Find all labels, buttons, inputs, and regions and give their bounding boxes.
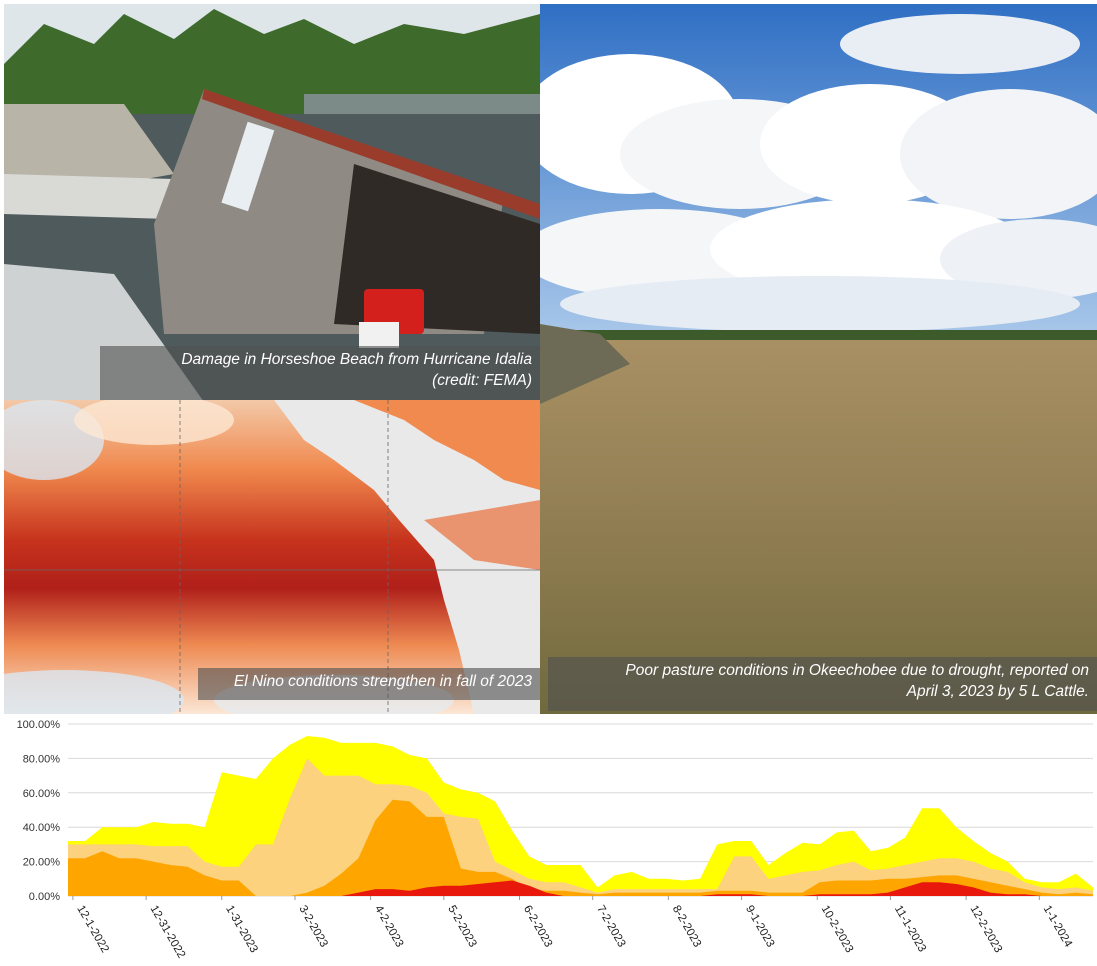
pasture-caption-line1: Poor pasture conditions in Okeechobee du…: [625, 662, 1089, 679]
el-nino-caption-text: El Nino conditions strengthen in fall of…: [233, 673, 532, 690]
el-nino-caption: El Nino conditions strengthen in fall of…: [198, 668, 540, 700]
x-tick-label: 4-2-2023: [372, 904, 405, 950]
sea-surface-temperature-map: [4, 400, 540, 714]
x-tick-label: 6-2-2023: [521, 904, 554, 950]
x-tick-label: 10-2-2023: [819, 904, 856, 955]
x-tick-label: 12-1-2022: [74, 904, 111, 955]
el-nino-sst-map: El Nino conditions strengthen in fall of…: [4, 400, 540, 714]
series-area-3: [68, 880, 1093, 896]
pasture-caption: Poor pasture conditions in Okeechobee du…: [548, 657, 1097, 711]
hurricane-damage-image: [4, 4, 540, 402]
series-area-2: [68, 799, 1093, 896]
x-tick-label: 12-2-2023: [967, 904, 1004, 955]
x-tick-label: 11-1-2023: [892, 904, 928, 955]
x-tick-label: 3-2-2023: [296, 904, 329, 950]
x-tick-label: 7-2-2023: [594, 904, 627, 950]
y-tick-label: 20.00%: [23, 857, 61, 869]
x-tick-label: 5-2-2023: [445, 904, 478, 950]
x-tick-label: 8-2-2023: [670, 904, 703, 950]
x-tick-label: 12-31-2022: [147, 904, 187, 961]
pasture-drought-image: [540, 4, 1097, 714]
drought-chart-svg: 0.00% 20.00% 40.00% 60.00% 80.00% 100.00% 12-1…: [17, 719, 1093, 961]
x-tick-label: 1-31-2023: [223, 904, 260, 955]
pasture-photo: Poor pasture conditions in Okeechobee du…: [540, 4, 1097, 714]
drought-area-chart: 0.00% 20.00% 40.00% 60.00% 80.00% 100.00% 12-1…: [0, 714, 1097, 961]
y-tick-label: 60.00%: [23, 788, 61, 800]
x-tick-label: 9-1-2023: [743, 904, 776, 950]
hurricane-damage-photo: Damage in Horseshoe Beach from Hurricane…: [4, 4, 540, 402]
damage-caption-line2: (credit: FEMA): [432, 372, 532, 389]
damage-caption-line1: Damage in Horseshoe Beach from Hurricane…: [181, 351, 532, 368]
y-tick-label: 100.00%: [17, 719, 61, 731]
y-tick-label: 80.00%: [23, 753, 61, 765]
y-tick-label: 0.00%: [29, 891, 60, 903]
x-tick-label: 1-1-2024: [1041, 904, 1075, 950]
series-area-1: [68, 758, 1093, 896]
y-tick-label: 40.00%: [23, 822, 61, 834]
pasture-caption-line2: April 3, 2023 by 5 L Cattle.: [906, 683, 1089, 700]
damage-caption: Damage in Horseshoe Beach from Hurricane…: [100, 346, 540, 400]
